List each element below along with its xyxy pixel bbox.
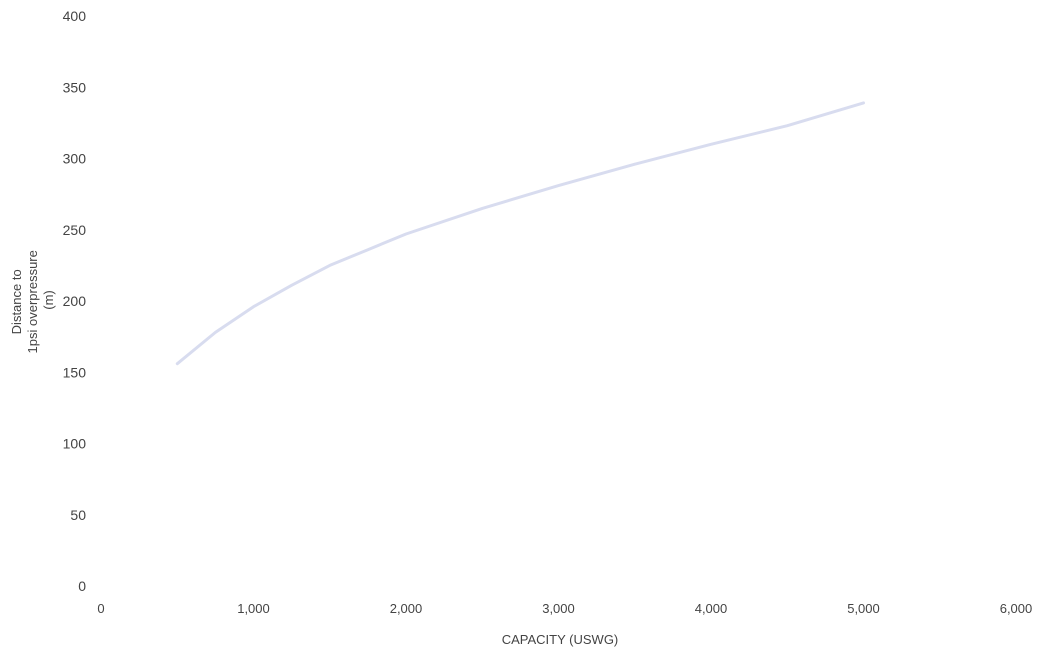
x-tick-label: 2,000 (390, 601, 423, 616)
y-tick-label: 50 (70, 507, 86, 523)
y-axis-label: Distance to 1psi overpressure (m) (9, 247, 56, 354)
x-tick-label: 4,000 (695, 601, 728, 616)
x-tick-label: 5,000 (847, 601, 880, 616)
y-tick-label: 200 (63, 293, 87, 309)
y-tick-label: 0 (78, 578, 86, 594)
x-tick-label: 3,000 (542, 601, 575, 616)
y-tick-label: 350 (63, 79, 87, 95)
y-axis-label-line-2: 1psi overpressure (25, 250, 40, 353)
svg-text:Distance to 1psi overp: Distance to 1psi overpressure (m) (9, 247, 56, 354)
y-tick-label: 400 (63, 8, 87, 24)
series-line (175, 101, 865, 366)
x-tick-label: 0 (97, 601, 104, 616)
x-tick-label: 6,000 (1000, 601, 1033, 616)
series-layer (175, 101, 865, 366)
y-tick-label: 250 (63, 222, 87, 238)
x-axis-label: CAPACITY (USWG) (502, 632, 619, 647)
y-axis-ticks: 0 50 100 150 200 250 300 350 400 (63, 8, 87, 594)
y-axis-label-line-1: Distance to (9, 269, 24, 334)
y-axis-label-line-3: (m) (41, 290, 56, 310)
y-tick-label: 300 (63, 151, 87, 167)
x-axis-ticks: 0 1,000 2,000 3,000 4,000 5,000 6,000 (97, 601, 1032, 616)
y-tick-label: 100 (63, 436, 87, 452)
x-tick-label: 1,000 (237, 601, 270, 616)
y-tick-label: 150 (63, 364, 87, 380)
